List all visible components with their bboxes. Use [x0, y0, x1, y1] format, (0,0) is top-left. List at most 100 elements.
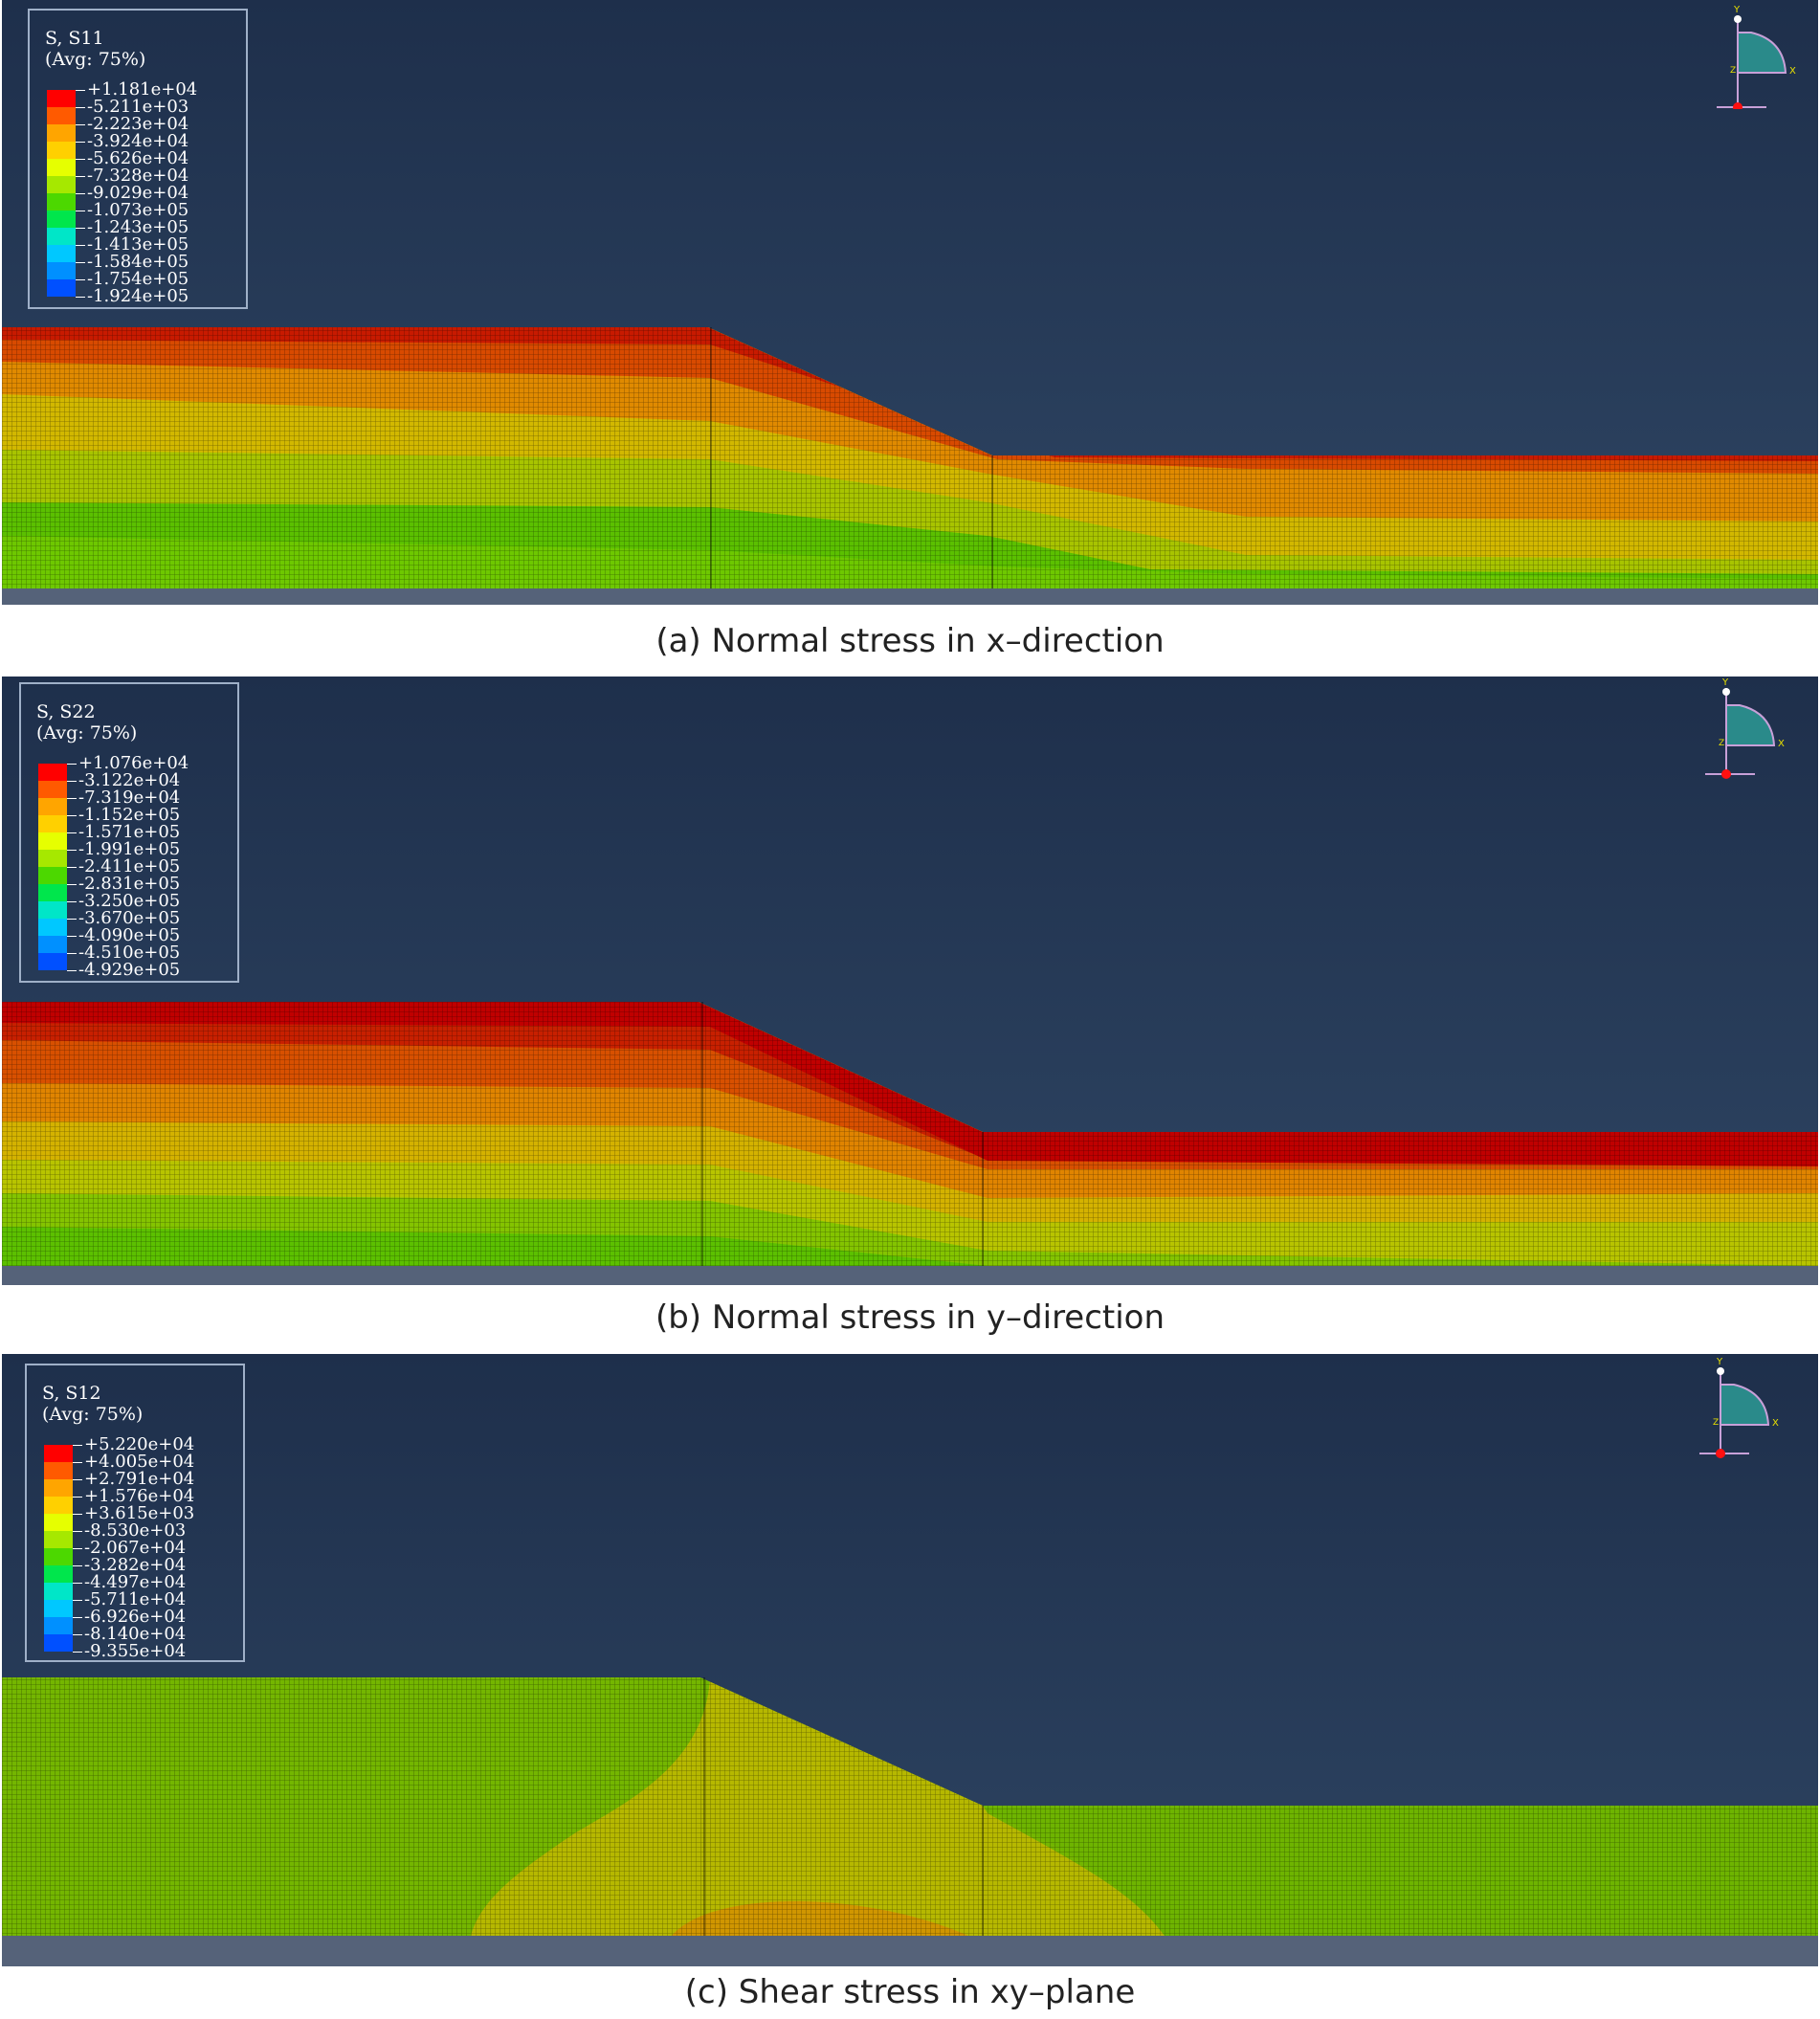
legend-swatch	[38, 764, 67, 781]
legend-tick	[73, 1479, 82, 1480]
contour-bands-c	[2, 1677, 1818, 1936]
legend-value: +1.076e+04	[78, 753, 189, 773]
triad-x-label-c: X	[1772, 1418, 1779, 1429]
legend-tick	[67, 798, 77, 799]
legend-value: -5.711e+04	[84, 1589, 187, 1609]
legend-tick	[73, 1583, 82, 1584]
legend-swatch	[44, 1445, 73, 1462]
legend-value: -9.029e+04	[87, 183, 189, 203]
legend-swatch	[47, 193, 76, 211]
legend-swatch	[38, 919, 67, 936]
legend-swatch	[38, 798, 67, 815]
legend-tick	[76, 159, 85, 160]
ground-band-a	[2, 588, 1818, 605]
legend-tick	[76, 262, 85, 263]
legend-swatch	[44, 1497, 73, 1514]
legend-value: -7.319e+04	[78, 788, 181, 808]
legend-tick	[67, 764, 77, 765]
legend-tick	[73, 1565, 82, 1566]
caption-b: (b) Normal stress in y–direction	[655, 1298, 1165, 1337]
legend-tick	[76, 297, 85, 298]
viewport-a[interactable]: S, S11 (Avg: 75%) +1.181e+04 -5.211e+03 -2…	[2, 0, 1818, 605]
legend-value: -9.355e+04	[84, 1641, 187, 1661]
legend-tick	[76, 176, 85, 177]
legend-value: -1.073e+05	[87, 200, 189, 220]
legend-value: -5.626e+04	[87, 148, 189, 168]
legend-value: -1.991e+05	[78, 839, 181, 859]
legend-value: -1.243e+05	[87, 217, 189, 237]
mesh-plot-a	[2, 327, 1818, 605]
legend-swatch	[47, 211, 76, 228]
mesh-plot-b	[2, 1002, 1818, 1285]
legend-swatch	[38, 832, 67, 850]
legend-tick	[76, 124, 85, 125]
legend-value: +1.576e+04	[84, 1486, 195, 1506]
legend-value: -3.122e+04	[78, 770, 181, 790]
legend-tick	[76, 193, 85, 194]
legend-swatch	[44, 1462, 73, 1479]
legend-tick	[67, 850, 77, 851]
legend-subtitle-c: (Avg: 75%)	[42, 1404, 144, 1425]
panel-b: S, S22 (Avg: 75%) +1.076e+04 -3.122e+04 -7…	[0, 677, 1820, 1351]
legend-tick	[76, 245, 85, 246]
legend-tick	[73, 1634, 82, 1635]
legend-value: -4.929e+05	[78, 960, 181, 980]
legend-value: -8.530e+03	[84, 1520, 187, 1541]
legend-swatch	[38, 815, 67, 832]
legend-swatch	[47, 176, 76, 193]
contour-bands-b	[2, 1002, 1818, 1266]
legend-tick	[73, 1445, 82, 1446]
viewport-c[interactable]: S, S12 (Avg: 75%) +5.220e+04 +4.005e+04 +2…	[2, 1354, 1818, 1966]
legend-value: +5.220e+04	[84, 1434, 195, 1454]
legend-value: -4.510e+05	[78, 943, 181, 963]
triad-z-label-b: Z	[1719, 739, 1724, 748]
legend-tick	[73, 1617, 82, 1618]
triad-a: Y X Z	[1713, 4, 1799, 109]
legend-value: -8.140e+04	[84, 1624, 187, 1644]
legend-swatch	[44, 1634, 73, 1652]
legend-value: -2.831e+05	[78, 874, 181, 894]
legend-b: S, S22 (Avg: 75%) +1.076e+04 -3.122e+04 -7…	[19, 682, 239, 983]
legend-value: -3.282e+04	[84, 1555, 187, 1575]
legend-c: S, S12 (Avg: 75%) +5.220e+04 +4.005e+04 +2…	[25, 1364, 245, 1662]
legend-value: -4.090e+05	[78, 925, 181, 945]
legend-tick	[76, 90, 85, 91]
panel-c: S, S12 (Avg: 75%) +5.220e+04 +4.005e+04 +2…	[0, 1354, 1820, 2019]
ground-band-c	[2, 1936, 1818, 1966]
legend-value: -7.328e+04	[87, 166, 189, 186]
legend-tick	[73, 1462, 82, 1463]
mesh-plot-c	[2, 1677, 1818, 1966]
triad-x-label-b: X	[1778, 739, 1785, 749]
legend-value: +2.791e+04	[84, 1469, 195, 1489]
legend-tick	[73, 1531, 82, 1532]
legend-subtitle-a: (Avg: 75%)	[45, 49, 146, 70]
legend-value: -3.924e+04	[87, 131, 189, 151]
legend-swatch	[38, 850, 67, 867]
legend-tick	[67, 970, 77, 971]
legend-swatch	[47, 279, 76, 297]
triad-b: Y X Z	[1701, 677, 1787, 782]
viewport-b[interactable]: S, S22 (Avg: 75%) +1.076e+04 -3.122e+04 -7…	[2, 677, 1818, 1285]
legend-swatch	[38, 884, 67, 901]
legend-tick	[76, 142, 85, 143]
legend-swatch	[47, 159, 76, 176]
legend-swatch	[44, 1514, 73, 1531]
legend-swatch	[47, 124, 76, 142]
legend-value: -4.497e+04	[84, 1572, 187, 1592]
legend-swatch	[44, 1565, 73, 1583]
legend-tick	[76, 107, 85, 108]
triad-c: Y X Z	[1696, 1356, 1782, 1461]
legend-swatch	[47, 142, 76, 159]
legend-tick	[73, 1514, 82, 1515]
legend-tick	[73, 1548, 82, 1549]
legend-tick	[73, 1652, 82, 1653]
legend-swatch	[47, 90, 76, 107]
legend-tick	[76, 279, 85, 280]
triad-z-label-c: Z	[1713, 1418, 1719, 1428]
legend-tick	[67, 953, 77, 954]
triad-z-label-a: Z	[1730, 66, 1736, 76]
legend-value: +1.181e+04	[87, 79, 198, 100]
legend-swatch	[47, 228, 76, 245]
legend-value: -1.924e+05	[87, 286, 189, 306]
legend-title-b: S, S22	[36, 701, 96, 722]
